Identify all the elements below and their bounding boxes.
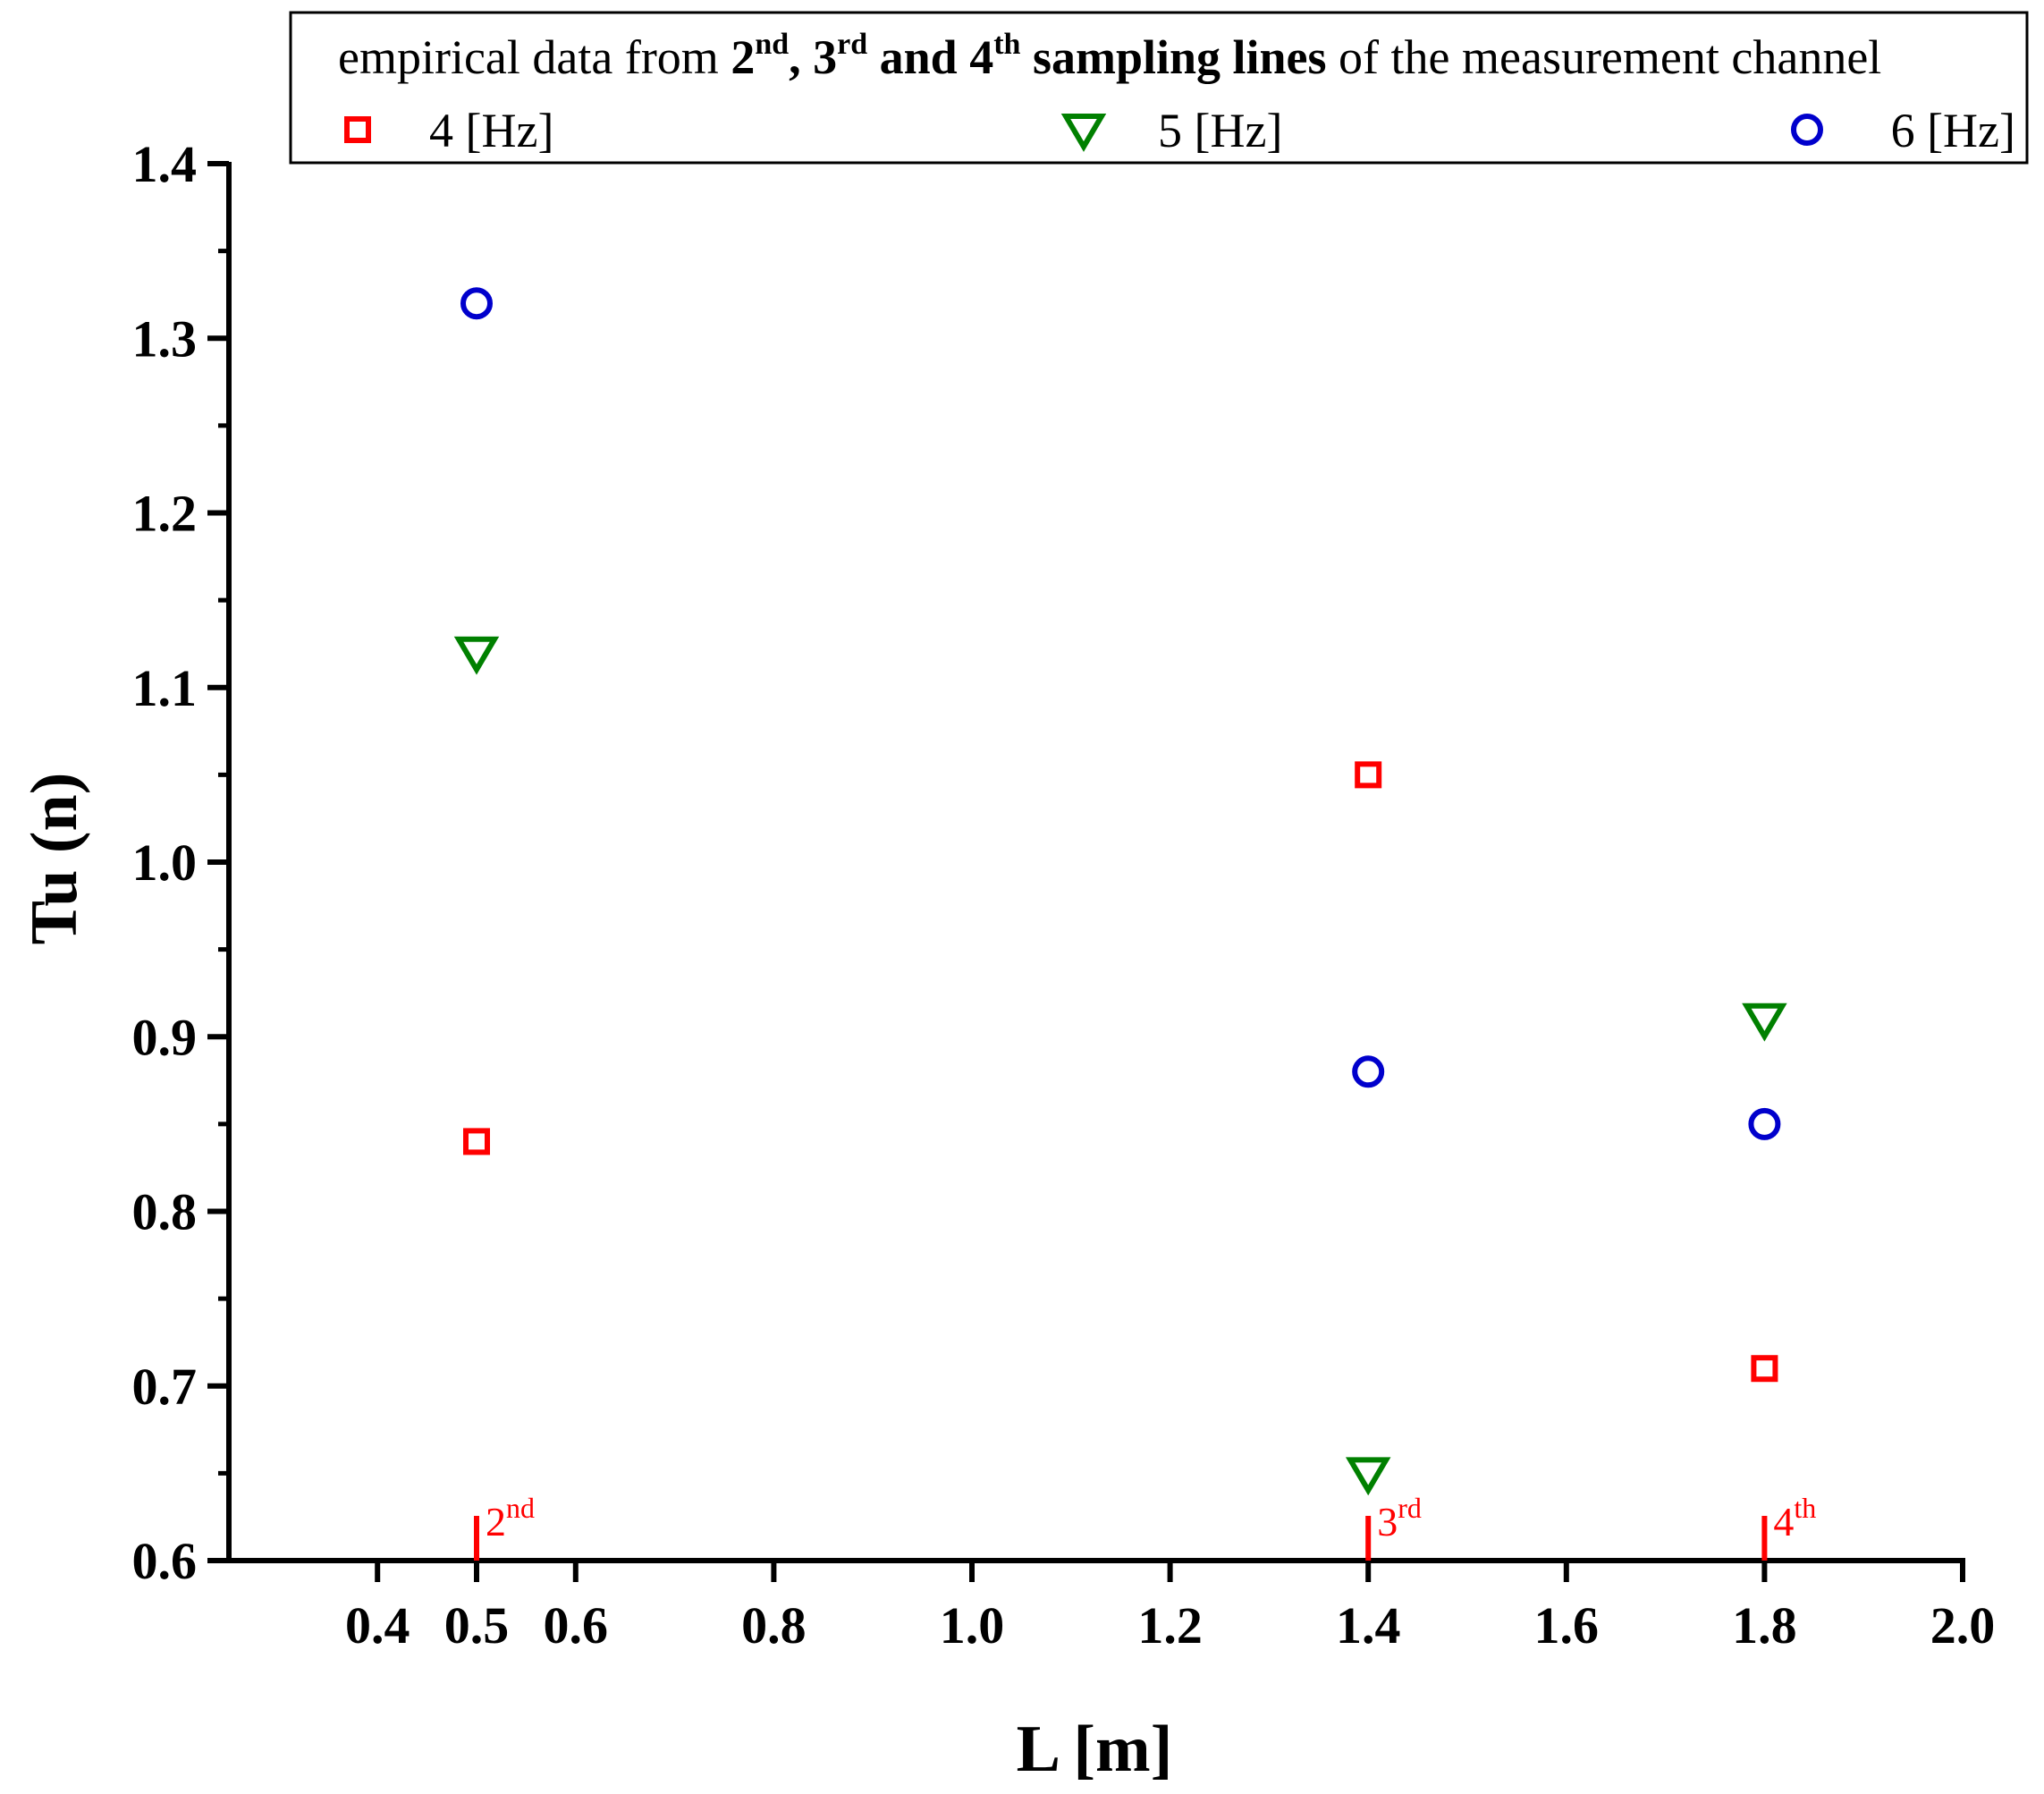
x-tick-label: 1.6 — [1534, 1596, 1600, 1654]
x-tick-label: 0.6 — [544, 1596, 609, 1654]
y-tick-label: 1.0 — [132, 834, 198, 892]
x-tick-label: 0.5 — [444, 1596, 510, 1654]
legend-marker-triangle-down — [1060, 114, 1107, 152]
legend-label: 4 [Hz] — [429, 104, 553, 157]
data-points — [453, 287, 1787, 1496]
legend-marker-square — [344, 116, 371, 143]
y-tick-label: 1.3 — [132, 309, 198, 368]
y-axis-title: Tu (n) — [18, 773, 91, 945]
y-tick-label: 0.9 — [132, 1008, 198, 1066]
y-tick-label: 1.4 — [132, 135, 198, 193]
legend-label: 5 [Hz] — [1158, 104, 1282, 157]
y-tick-label: 0.6 — [132, 1532, 198, 1590]
legend-title: empirical data from 2nd, 3rd and 4th sam… — [338, 28, 1881, 84]
x-axis-title: L [m] — [1017, 1713, 1173, 1786]
y-tick-label: 1.1 — [132, 659, 198, 717]
x-tick-label: 1.4 — [1336, 1596, 1401, 1654]
data-point-triangle-down — [1742, 1003, 1787, 1042]
legend: empirical data from 2nd, 3rd and 4th sam… — [289, 11, 2029, 165]
data-point-triangle-down — [453, 636, 500, 675]
x-tick-label: 0.4 — [345, 1596, 410, 1654]
sampling-line-label: 3rd — [1377, 1492, 1422, 1544]
legend-label: 6 [Hz] — [1891, 104, 2015, 157]
legend-marker-circle — [1791, 114, 1823, 146]
y-tick-label: 0.8 — [132, 1183, 198, 1241]
data-point-square — [463, 1128, 490, 1155]
data-point-circle — [460, 287, 493, 320]
sampling-line-markers: 2nd 3rd 4th — [474, 1492, 1816, 1561]
data-point-circle — [1352, 1055, 1385, 1088]
data-point-square — [1751, 1355, 1778, 1383]
sampling-line-label: 4th — [1773, 1492, 1816, 1544]
data-point-triangle-down — [1345, 1457, 1391, 1496]
x-tick-label: 1.8 — [1732, 1596, 1797, 1654]
x-tick-label: 0.8 — [741, 1596, 807, 1654]
y-tick-label: 1.2 — [132, 485, 198, 543]
sampling-line-label: 2nd — [486, 1492, 535, 1544]
x-tick-label: 1.0 — [940, 1596, 1005, 1654]
y-tick-label: 0.7 — [132, 1358, 198, 1416]
data-point-circle — [1748, 1107, 1781, 1140]
legend-box — [289, 11, 2029, 165]
x-tick-label: 2.0 — [1930, 1596, 1996, 1654]
data-point-square — [1355, 761, 1382, 789]
axes: 0.6 0.7 0.8 0.9 1.0 1.1 1.2 1.3 1.4 0.4 0.5 0.6 0.8 1… — [132, 135, 1996, 1654]
x-tick-label: 1.2 — [1137, 1596, 1203, 1654]
